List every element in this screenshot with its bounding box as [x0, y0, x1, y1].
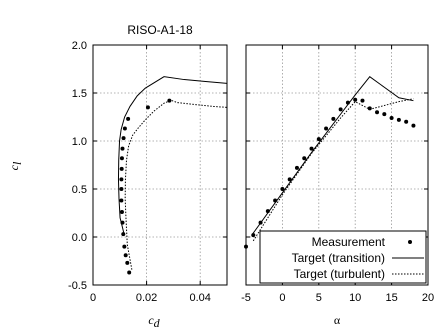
- cl-cd-panel: 0 0.02 0.04-0.50.00.51.01.52.0 RISO-A1-18 …: [7, 23, 228, 328]
- right-point-measurement: [324, 126, 329, 131]
- left-point-measurement: [123, 253, 128, 258]
- left-axis-ticks: 0 0.02 0.04 -0.5 0.0 0.5 1.0 1.5 2.0: [68, 40, 227, 304]
- right-point-measurement: [411, 123, 416, 128]
- right-point-measurement: [316, 137, 321, 142]
- right-point-measurement: [338, 107, 343, 112]
- legend-label-turbulent: Target (turbulent): [294, 267, 385, 281]
- left-y-tick-label: 0.0: [72, 232, 87, 244]
- right-point-measurement: [345, 100, 350, 105]
- right-point-measurement: [367, 106, 372, 111]
- left-point-measurement: [122, 126, 127, 131]
- left-x-axis-label: cd: [148, 313, 160, 328]
- right-point-measurement: [382, 112, 387, 117]
- legend-marker-measurement: [408, 240, 412, 244]
- right-x-tick-label: 5: [316, 292, 322, 304]
- right-x-tick-label: 10: [349, 292, 361, 304]
- right-curves: [251, 75, 414, 242]
- right-point-measurement: [280, 187, 285, 191]
- left-point-measurement: [126, 116, 131, 121]
- right-point-measurement: [353, 97, 358, 102]
- right-point-measurement: [396, 117, 401, 122]
- right-point-measurement: [251, 233, 256, 238]
- right-point-measurement: [302, 156, 307, 161]
- left-point-measurement: [119, 198, 124, 203]
- right-measurement-points: [244, 97, 416, 249]
- left-grid: [93, 45, 227, 285]
- right-point-measurement: [258, 220, 263, 225]
- left-point-measurement: [122, 244, 127, 249]
- left-plot-frame: [92, 44, 228, 286]
- right-line-target-turbulent: [252, 98, 414, 242]
- right-point-measurement: [287, 177, 292, 182]
- left-point-measurement: [120, 220, 125, 225]
- right-point-measurement: [265, 209, 270, 214]
- legend: Measurement Target (transition) Target (…: [259, 230, 427, 284]
- left-y-tick-label: -0.5: [68, 280, 87, 292]
- left-chart-title: RISO-A1-18: [127, 23, 193, 37]
- left-point-measurement: [119, 177, 124, 182]
- right-point-measurement: [360, 98, 365, 103]
- right-point-measurement: [331, 116, 336, 121]
- right-x-axis-label: α: [334, 313, 341, 327]
- left-point-measurement: [120, 146, 125, 151]
- left-point-measurement: [125, 260, 130, 265]
- left-point-measurement: [119, 156, 124, 161]
- right-x-tick-label: 15: [385, 292, 397, 304]
- right-line-target-transition: [251, 75, 414, 236]
- left-x-tick-label: 0.02: [136, 292, 157, 304]
- left-y-tick-label: 1.0: [72, 136, 87, 148]
- left-point-measurement: [167, 98, 172, 103]
- right-point-measurement: [375, 110, 380, 115]
- left-line-target-turbulent: [124, 100, 227, 270]
- left-point-measurement: [119, 187, 124, 191]
- left-line-target-transition: [117, 76, 227, 236]
- right-point-measurement: [273, 198, 278, 203]
- right-x-tick-label: 20: [422, 292, 434, 304]
- right-point-measurement: [294, 165, 299, 170]
- left-measurement-points: [119, 98, 172, 275]
- left-point-measurement: [119, 166, 124, 171]
- left-point-measurement: [145, 105, 150, 110]
- legend-label-measurement: Measurement: [312, 235, 386, 249]
- left-point-measurement: [121, 136, 126, 141]
- right-point-measurement: [404, 119, 409, 124]
- left-y-tick-label: 1.5: [72, 88, 87, 100]
- cl-alpha-panel: -5 0 5 10 15 20 α Measurement Target (transit…: [241, 44, 434, 327]
- right-x-tick-label: 0: [279, 292, 285, 304]
- left-x-tick-label: 0.04: [189, 292, 210, 304]
- left-point-measurement: [127, 270, 132, 275]
- left-curves: [117, 76, 227, 270]
- left-x-tick-label: 0: [90, 292, 96, 304]
- left-y-tick-label: 0.5: [72, 184, 87, 196]
- left-y-tick-label: 2.0: [72, 40, 87, 52]
- right-point-measurement: [389, 115, 394, 120]
- right-point-measurement: [309, 146, 314, 151]
- legend-label-transition: Target (transition): [292, 251, 385, 265]
- right-x-tick-label: -5: [241, 292, 251, 304]
- left-point-measurement: [119, 210, 124, 215]
- right-plot-frame: [245, 44, 429, 286]
- left-y-axis-label: cl: [7, 161, 24, 170]
- left-point-measurement: [121, 232, 126, 237]
